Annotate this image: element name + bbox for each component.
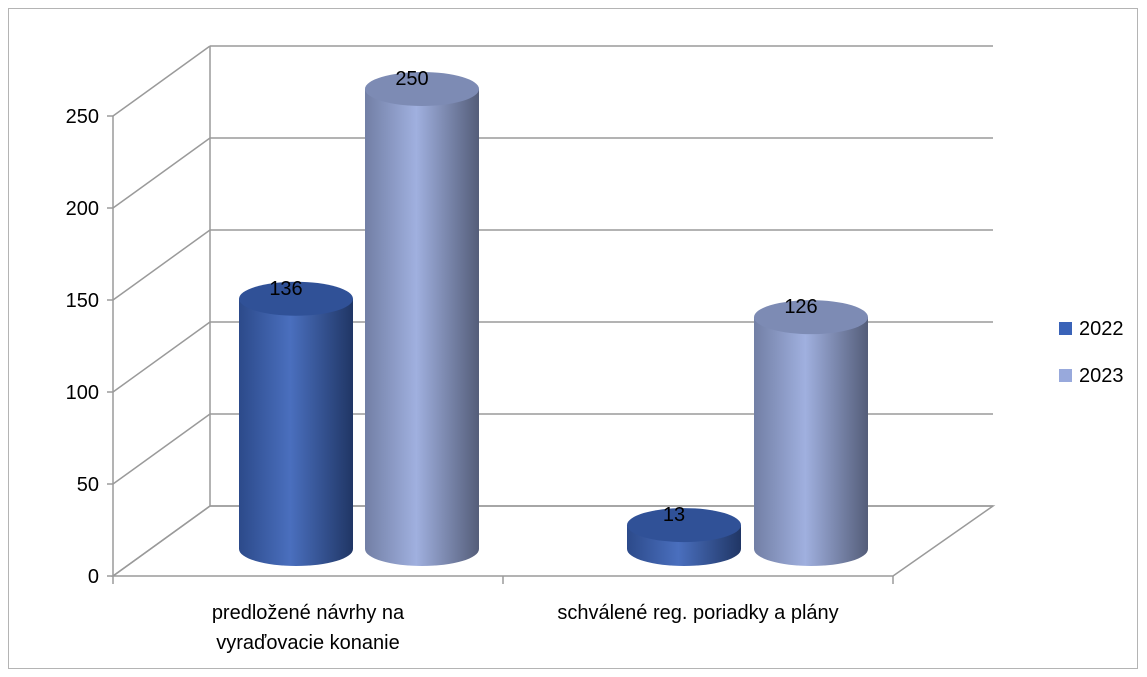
data-label: 250 [395, 68, 428, 90]
y-tick-label: 50 [77, 474, 99, 496]
bar-2023-0 [365, 72, 479, 566]
legend-label: 2022 [1079, 318, 1124, 340]
gridline-side [112, 321, 211, 393]
gridline-side [112, 45, 211, 117]
bar-top [239, 281, 353, 316]
y-axis-ticks: 0 50 100 150 200 250 [66, 106, 113, 588]
bar-2023-1 [754, 300, 868, 566]
chart-frame: 0 50 100 150 200 250 predložené návrhy na vyra… [8, 8, 1138, 669]
y-tick-label: 0 [88, 566, 99, 588]
x-category-label: schválené reg. poriadky a plány [557, 602, 838, 624]
y-tick-label: 100 [66, 382, 99, 404]
y-tick-label: 200 [66, 198, 99, 220]
category-labels: predložené návrhy na vyraďovacie konanie s… [212, 602, 839, 654]
floor [110, 505, 996, 577]
legend-label: 2023 [1079, 365, 1124, 387]
bar-layer [239, 72, 868, 566]
gridline-side [112, 413, 211, 485]
bar-body [239, 298, 353, 566]
gridline-side [112, 229, 211, 301]
bar-2022-0 [239, 281, 353, 566]
y-tick-label: 150 [66, 290, 99, 312]
bar-body [365, 89, 479, 566]
bar-body [754, 317, 868, 566]
legend: 2022 2023 [1059, 318, 1124, 387]
bar-top [365, 72, 479, 106]
legend-swatch [1059, 369, 1072, 382]
x-category-label: predložené návrhy na vyraďovacie konanie [212, 602, 405, 654]
data-label: 126 [784, 296, 817, 318]
data-labels: 136 250 13 126 [269, 68, 817, 526]
data-label: 13 [663, 504, 685, 526]
legend-swatch [1059, 322, 1072, 335]
bar-2022-1 [627, 508, 741, 566]
chart-svg: 0 50 100 150 200 250 predložené návrhy na vyra… [66, 45, 1124, 654]
gridline-side [112, 137, 211, 209]
data-label: 136 [269, 278, 302, 300]
y-tick-label: 250 [66, 106, 99, 128]
bar-top [627, 508, 741, 543]
bar-top [754, 300, 868, 335]
